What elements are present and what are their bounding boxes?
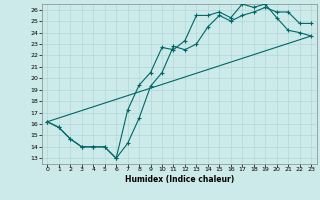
X-axis label: Humidex (Indice chaleur): Humidex (Indice chaleur) [124, 175, 234, 184]
